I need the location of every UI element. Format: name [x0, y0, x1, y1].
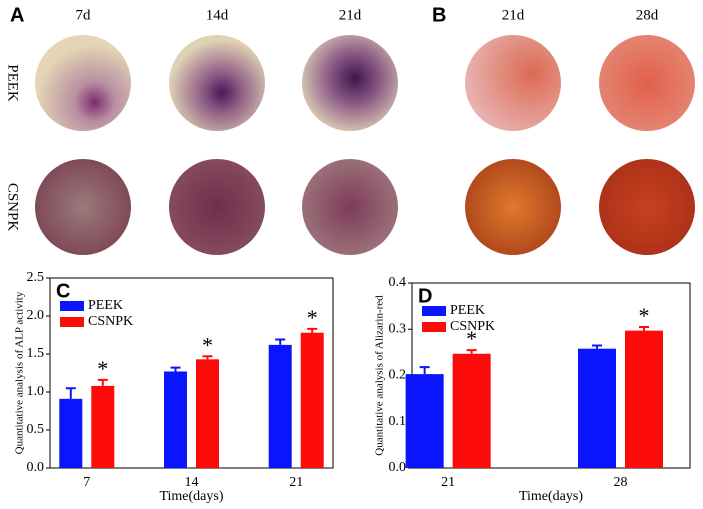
panel-label: B	[432, 4, 446, 26]
bar	[625, 330, 663, 468]
x-axis-label: Time(days)	[159, 489, 223, 504]
y-tick-label: 1.5	[27, 346, 45, 361]
y-tick-label: 0.0	[389, 460, 407, 475]
error-bar	[307, 327, 318, 333]
error-bar	[202, 355, 213, 360]
error-bar	[170, 366, 181, 372]
legend-label: PEEK	[88, 298, 123, 313]
significance-marker: *	[466, 326, 477, 351]
y-tick-label: 2.5	[27, 270, 45, 285]
y-tick-label: 0.4	[389, 275, 407, 290]
significance-marker: *	[97, 356, 108, 381]
photo	[465, 35, 561, 131]
column-label: 21d	[502, 7, 525, 23]
x-tick-label: 28	[614, 475, 628, 490]
panel-label: A	[10, 4, 24, 26]
bar	[405, 374, 444, 468]
bar	[452, 353, 491, 468]
x-tick-label: 7	[83, 475, 90, 490]
x-tick-label: 21	[441, 475, 455, 490]
photo	[599, 159, 695, 255]
error-bar	[97, 378, 108, 386]
photo	[35, 35, 131, 131]
column-label: 7d	[76, 7, 92, 23]
legend-swatch	[60, 301, 84, 311]
y-tick-label: 2.0	[27, 308, 45, 323]
error-bar	[592, 344, 602, 349]
error-bar	[466, 349, 477, 354]
error-bar	[639, 325, 649, 331]
photo	[169, 35, 265, 131]
legend-swatch	[422, 322, 446, 332]
error-bar	[419, 366, 430, 375]
y-tick-label: 1.0	[27, 384, 45, 399]
row-label: CSNPK	[5, 183, 21, 232]
bar	[59, 398, 83, 468]
legend-label: CSNPK	[450, 319, 495, 334]
y-axis-label: Quantitative analysis of ALP activity	[14, 291, 26, 454]
y-axis-label: Quantitative analysis of Alizarin-red	[374, 295, 386, 456]
error-bar	[65, 387, 76, 399]
photo	[169, 159, 265, 255]
plot-frame	[49, 277, 334, 469]
panel-label: D	[418, 285, 432, 307]
significance-marker: *	[202, 332, 213, 357]
column-label: 28d	[636, 7, 659, 23]
panel-label: C	[56, 280, 70, 302]
photo	[465, 159, 561, 255]
legend-label: CSNPK	[88, 314, 133, 329]
y-tick-label: 0.3	[389, 321, 407, 336]
row-label: PEEK	[5, 64, 21, 102]
photo	[302, 159, 398, 255]
bar	[91, 385, 115, 468]
y-tick-label: 0.0	[27, 460, 45, 475]
photo	[35, 159, 131, 255]
significance-marker: *	[639, 303, 650, 328]
bar	[196, 359, 219, 468]
bar	[578, 348, 616, 468]
column-label: 21d	[339, 7, 362, 23]
column-label: 14d	[206, 7, 229, 23]
x-tick-label: 14	[185, 475, 199, 490]
photos	[35, 35, 695, 255]
error-bar	[275, 338, 286, 345]
bar	[300, 332, 324, 468]
significance-marker: *	[307, 305, 318, 330]
x-axis-label: Time(days)	[519, 489, 583, 504]
photo	[599, 35, 695, 131]
y-tick-label: 0.5	[27, 422, 45, 437]
y-tick-label: 0.2	[389, 368, 407, 383]
x-tick-label: 21	[289, 475, 303, 490]
photo	[302, 35, 398, 131]
legend-label: PEEK	[450, 303, 485, 318]
legend-swatch	[60, 317, 84, 327]
bar	[268, 344, 292, 468]
y-tick-label: 0.1	[389, 414, 407, 429]
bar	[164, 371, 187, 468]
legend-swatch	[422, 306, 446, 316]
